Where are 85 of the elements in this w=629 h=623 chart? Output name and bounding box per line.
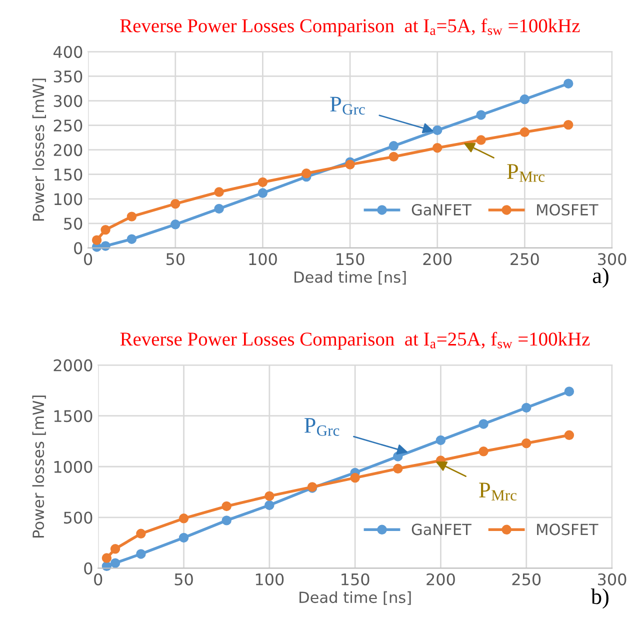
y-axis-title: Power losses [mW] xyxy=(32,396,46,538)
point xyxy=(393,464,403,474)
x-tick-label: 250 xyxy=(510,253,539,266)
x-tick-label: 150 xyxy=(336,253,364,266)
point xyxy=(478,419,488,429)
y-tick-label: 400 xyxy=(53,46,82,58)
point xyxy=(100,224,110,235)
point xyxy=(264,500,274,510)
y-tick-label: 250 xyxy=(54,120,82,132)
y-tick-label: 1000 xyxy=(54,460,92,473)
legend-label: GaNFET xyxy=(412,204,472,216)
annotation: P$_{Mrc}$ xyxy=(507,164,544,182)
x-axis-title: Dead time [ns] xyxy=(294,271,406,285)
y-tick-label: 100 xyxy=(54,193,82,206)
y-tick-label: 2000 xyxy=(54,359,92,372)
y-tick-label: 0 xyxy=(74,242,82,254)
point xyxy=(522,438,532,448)
point xyxy=(136,549,146,559)
point xyxy=(258,177,268,188)
legend-label: GaNFET xyxy=(412,524,472,536)
point xyxy=(264,491,274,501)
point xyxy=(563,120,574,130)
point xyxy=(222,516,232,526)
point xyxy=(520,127,530,138)
x-tick-label: 100 xyxy=(256,573,284,586)
x-tick-label: 150 xyxy=(342,573,370,586)
x-axis-title: Dead time [ns] xyxy=(300,591,411,605)
x-tick-label: 200 xyxy=(423,253,452,266)
point xyxy=(520,94,530,104)
point xyxy=(350,472,360,483)
point xyxy=(170,198,180,209)
point xyxy=(476,110,486,120)
point xyxy=(258,188,268,198)
x-tick-label: 300 xyxy=(598,573,626,586)
point xyxy=(432,143,442,153)
point xyxy=(388,152,399,162)
x-tick-label: 300 xyxy=(598,253,626,266)
legend-label: MOSFET xyxy=(537,204,598,216)
point xyxy=(302,168,312,178)
point xyxy=(110,544,120,554)
point xyxy=(436,435,446,446)
chart-title: Reverse Power Losses Comparison at I$_{a}$=5A, f$_{sw}$ =100kHz xyxy=(120,18,580,36)
point xyxy=(170,220,180,230)
point xyxy=(222,501,232,512)
y-tick-label: 300 xyxy=(54,94,82,108)
point xyxy=(432,125,442,136)
point xyxy=(102,553,112,563)
point xyxy=(126,234,137,244)
point xyxy=(564,430,574,440)
x-tick-label: 0 xyxy=(94,573,102,586)
text: b) xyxy=(590,588,608,609)
annotation: P$_{Grc}$ xyxy=(330,96,365,115)
y-tick-label: 200 xyxy=(54,144,82,156)
point xyxy=(478,446,488,456)
point xyxy=(563,78,574,88)
chart-title: Reverse Power Losses Comparison at I$_{a}$=25A, f$_{sw}$ =100kHz xyxy=(120,332,590,350)
x-tick-label: 100 xyxy=(249,253,277,266)
point xyxy=(214,204,224,214)
point xyxy=(214,187,224,197)
point xyxy=(345,160,355,170)
point xyxy=(476,135,486,145)
y-tick-label: 1500 xyxy=(54,410,92,422)
y-tick-label: 0 xyxy=(84,562,92,574)
legend-label: MOSFET xyxy=(537,524,598,536)
y-tick-label: 500 xyxy=(64,512,92,524)
x-tick-label: 50 xyxy=(174,573,193,586)
annotation: P$_{Mrc}$ xyxy=(479,482,516,501)
point xyxy=(110,558,120,568)
point xyxy=(178,514,189,524)
x-tick-label: 50 xyxy=(166,253,184,266)
point xyxy=(92,235,102,245)
point xyxy=(126,212,137,222)
point xyxy=(564,386,574,396)
point xyxy=(388,141,399,151)
annotation: P$_{Grc}$ xyxy=(304,418,340,436)
x-tick-label: 200 xyxy=(426,573,455,586)
text: a) xyxy=(592,268,608,288)
point xyxy=(178,532,189,543)
point xyxy=(136,528,146,539)
y-tick-label: 350 xyxy=(54,70,82,83)
y-tick-label: 50 xyxy=(64,218,82,230)
y-axis-title: Power losses [mW] xyxy=(32,78,46,221)
y-tick-label: 150 xyxy=(54,168,82,181)
point xyxy=(522,402,532,413)
x-tick-label: 250 xyxy=(512,573,541,586)
